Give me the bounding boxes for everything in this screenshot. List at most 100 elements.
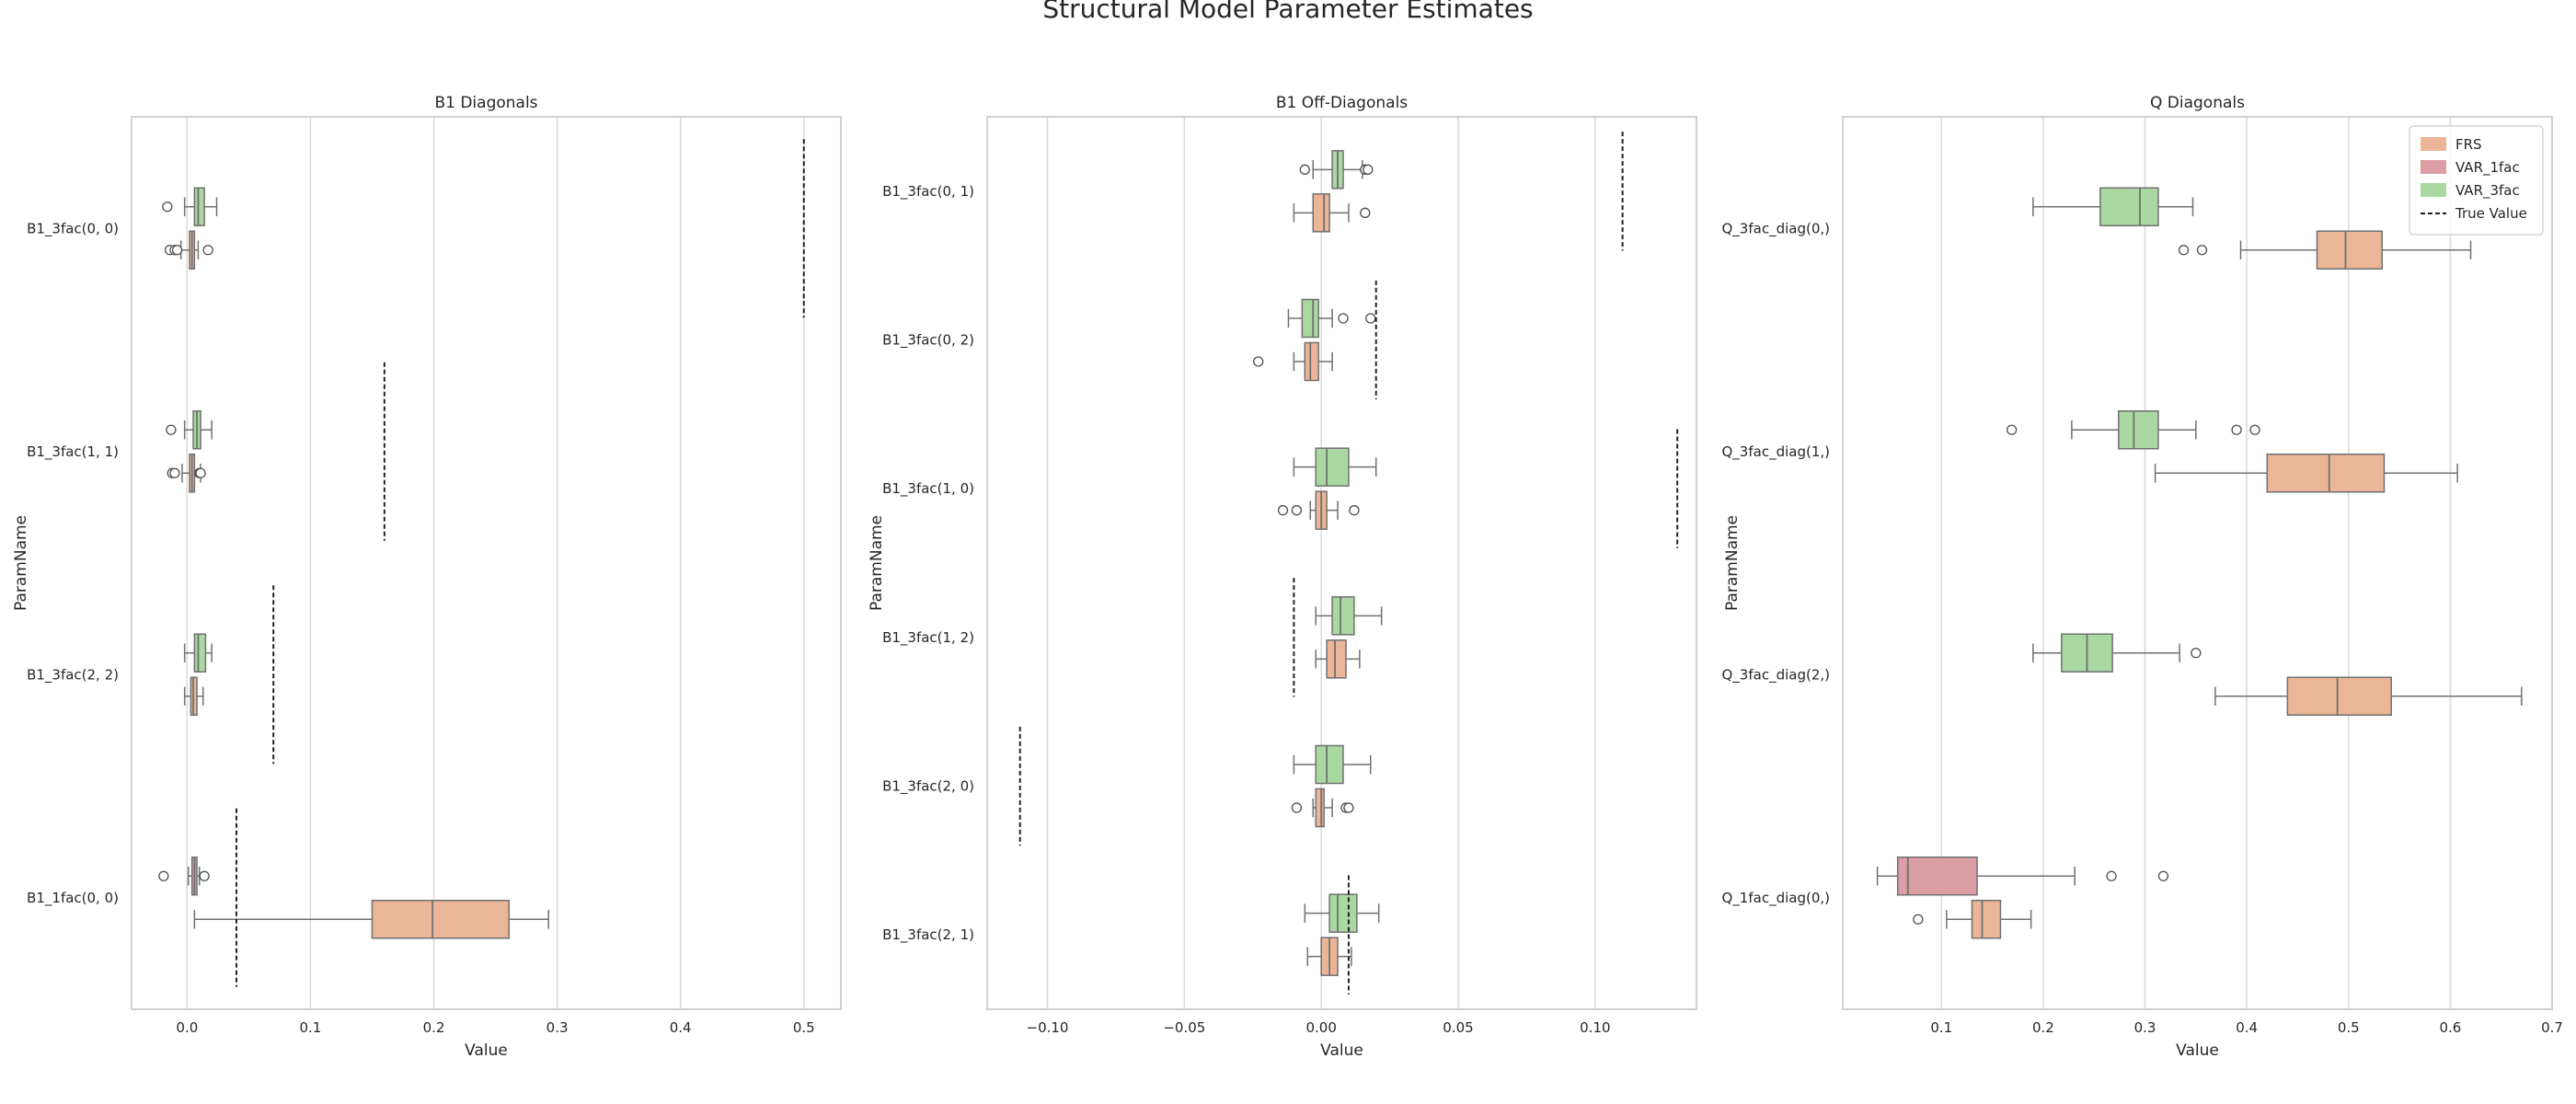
box-frs	[2178, 230, 2472, 270]
x-tick-label: 0.7	[2541, 1019, 2563, 1036]
outlier-point	[1365, 313, 1376, 324]
box-var-3fac	[1287, 298, 1376, 339]
outlier-point	[1913, 914, 1924, 925]
x-tick-label: 0.3	[2134, 1019, 2156, 1036]
legend-swatch	[2421, 137, 2446, 151]
y-tick-label: B1_3fac(2, 1)	[882, 926, 974, 944]
y-tick-label: Q_3fac_diag(0,)	[1722, 220, 1831, 237]
box-iqr	[1315, 744, 1344, 785]
figure-title: Structural Model Parameter Estimates	[1042, 0, 1533, 24]
y-tick-label: Q_1fac_diag(0,)	[1722, 890, 1831, 907]
x-axis-label: Value	[465, 1041, 508, 1060]
outlier-point	[1343, 802, 1354, 813]
box-var-1fac	[1876, 857, 2169, 896]
outlier-point	[1338, 313, 1349, 324]
box-iqr	[1312, 193, 1330, 233]
legend-label: VAR_1fac	[2455, 159, 2520, 177]
box-frs	[2154, 454, 2458, 493]
x-tick-label: −0.05	[1163, 1019, 1205, 1036]
y-tick-label: B1_3fac(1, 0)	[882, 480, 974, 498]
outlier-point	[1253, 356, 1264, 367]
y-tick-label: B1_3fac(2, 0)	[882, 778, 974, 796]
box-frs	[2214, 676, 2523, 716]
y-axis-label: ParamName	[1723, 515, 1742, 611]
outlier-point	[1291, 802, 1303, 813]
box-iqr	[1304, 341, 1319, 382]
outlier-point	[158, 870, 169, 881]
x-tick-label: 0.2	[2032, 1019, 2054, 1036]
outlier-point	[162, 201, 173, 213]
outlier-point	[2006, 424, 2018, 435]
outlier-point	[2231, 424, 2242, 435]
box-iqr	[193, 633, 207, 673]
box-frs	[1315, 639, 1361, 679]
outlier-point	[1363, 164, 1374, 175]
panel-2: B1 Off-Diagonals −0.10 −0.05 0.00 0.05 0.10 Va…	[868, 94, 1697, 1060]
box-iqr	[2099, 187, 2159, 226]
box-frs	[164, 230, 213, 270]
y-axis-label: ParamName	[868, 515, 886, 611]
x-tick-label: 0.5	[2338, 1019, 2360, 1036]
y-tick-label: B1_3fac(1, 1)	[27, 443, 119, 461]
legend-swatch	[2421, 160, 2446, 174]
outlier-point	[2191, 648, 2202, 659]
box-frs	[1293, 193, 1371, 233]
box-var-3fac	[1293, 447, 1377, 487]
y-tick-label: B1_3fac(0, 0)	[27, 220, 119, 237]
box-var-3fac	[1293, 744, 1372, 785]
x-tick-label: 0.0	[176, 1019, 198, 1036]
box-var-3fac	[1315, 596, 1383, 636]
panel-title: Q Diagonals	[2150, 94, 2245, 112]
x-tick-label: 0.05	[1443, 1019, 1473, 1036]
legend: FRS VAR_1fac VAR_3fac True Value	[2409, 125, 2544, 236]
legend-label: True Value	[2455, 205, 2527, 222]
outlier-point	[166, 424, 177, 435]
box-iqr	[1331, 596, 1355, 636]
y-axis-label: ParamName	[12, 515, 30, 611]
y-tick-label: B1_3fac(0, 2)	[882, 332, 974, 350]
x-tick-label: 0.2	[423, 1019, 445, 1036]
box-frs	[1253, 341, 1333, 382]
legend-label: FRS	[2455, 136, 2482, 153]
box-iqr	[1301, 298, 1319, 339]
panel-title: B1 Off-Diagonals	[1276, 94, 1408, 112]
x-axis-label: Value	[2176, 1041, 2219, 1060]
outlier-point	[2157, 870, 2169, 881]
outlier-point	[171, 245, 183, 256]
box-iqr	[1315, 447, 1350, 487]
x-tick-label: −0.10	[1027, 1019, 1069, 1036]
panel-1: B1 Diagonals 0.0 0.1 0.2 0.3 0.4 0.5 Value Param…	[12, 94, 842, 1060]
box-var-3fac	[2032, 187, 2194, 226]
outlier-point	[195, 467, 206, 478]
box-iqr	[2266, 454, 2386, 493]
box-frs	[1291, 788, 1354, 828]
y-tick-label: Q_3fac_diag(1,)	[1722, 443, 1831, 461]
plot-frame	[986, 116, 1697, 1010]
x-tick-label: 0.4	[2236, 1019, 2258, 1036]
x-tick-label: 0.4	[670, 1019, 692, 1036]
box-var-3fac	[1299, 150, 1374, 190]
y-tick-label: B1_3fac(1, 2)	[882, 629, 974, 647]
box-iqr	[371, 900, 511, 939]
outlier-point	[2249, 424, 2260, 435]
x-axis-label: Value	[1320, 1041, 1363, 1060]
y-tick-label: B1_1fac(0, 0)	[27, 890, 119, 907]
x-tick-label: 0.10	[1580, 1019, 1610, 1036]
y-tick-label: Q_3fac_diag(2,)	[1722, 666, 1831, 684]
box-iqr	[1326, 639, 1347, 679]
outlier-point	[202, 245, 213, 256]
x-tick-label: 0.6	[2439, 1019, 2461, 1036]
outlier-point	[1299, 164, 1310, 175]
outlier-point	[1291, 505, 1303, 516]
box-frs	[193, 900, 549, 939]
box-var-1fac	[158, 857, 210, 896]
outlier-point	[1277, 505, 1289, 516]
box-iqr	[2286, 676, 2392, 716]
box-frs	[183, 676, 204, 716]
box-frs	[167, 454, 206, 493]
panel-3: Q Diagonals 0.1 0.2 0.3 0.4 0.5 0.6 0.7 Value Par…	[1722, 94, 2563, 1060]
outlier-point	[1349, 505, 1360, 516]
outlier-point	[199, 870, 210, 881]
box-frs	[1913, 900, 2032, 939]
